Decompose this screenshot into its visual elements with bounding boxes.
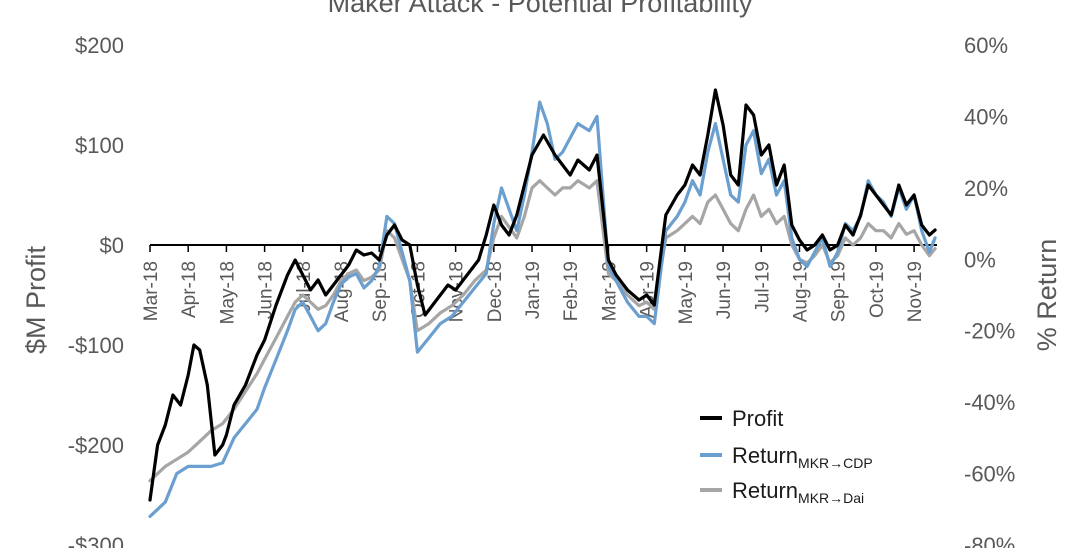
y-left-tick-label: $100 [75, 133, 124, 158]
y-left-tick-label: $200 [75, 33, 124, 58]
x-tick-label: Oct-19 [867, 261, 888, 318]
y-right-tick-label: 60% [964, 33, 1008, 58]
y-right-tick-label: -80% [964, 533, 1015, 548]
x-tick-label: Aug-19 [790, 261, 811, 322]
x-tick-label: Mar-18 [141, 261, 162, 321]
y-axis-left-title: $M Profit [21, 245, 51, 354]
y-left-tick-label: $0 [100, 233, 124, 258]
x-tick-label: Feb-19 [561, 261, 582, 321]
y-right-tick-label: -20% [964, 319, 1015, 344]
y-left-tick-label: -$200 [68, 433, 124, 458]
series-layer [148, 88, 937, 519]
y-right-tick-label: -60% [964, 462, 1015, 487]
legend: Profit ReturnMKR→CDP ReturnMKR→Dai [700, 406, 873, 506]
x-tick-label: Jan-19 [523, 261, 544, 319]
x-tick-label: Jun-18 [256, 261, 277, 319]
x-tick-label: May-18 [217, 261, 238, 324]
x-tick-label: Dec-18 [485, 261, 506, 322]
legend-label-return-mkr-cdp: ReturnMKR→CDP [732, 443, 873, 471]
x-tick-label: Jul-19 [752, 261, 773, 313]
y-right-tick-label: 40% [964, 104, 1008, 129]
x-tick-label: Apr-18 [179, 261, 200, 318]
series-line-return-mkr-dai [148, 179, 937, 483]
chart-title: Maker Attack - Potential Profitability [328, 0, 753, 18]
x-tick-label: May-19 [676, 261, 697, 324]
y-right-tick-label: -40% [964, 390, 1015, 415]
y-left-tick-label: -$300 [68, 533, 124, 548]
x-tick-label: Nov-19 [905, 261, 926, 322]
series-line-return-mkr-cdp [148, 100, 937, 519]
legend-label-return-mkr-dai: ReturnMKR→Dai [732, 478, 864, 506]
legend-label-profit: Profit [732, 406, 783, 431]
x-tick-label: Jun-19 [714, 261, 735, 319]
y-right-tick-label: 0% [964, 247, 996, 272]
series-line-profit [148, 88, 937, 502]
y-right-tick-label: 20% [964, 176, 1008, 201]
x-tick-label: Sep-19 [829, 261, 850, 322]
y-axis-right-title: % Return [1032, 239, 1062, 352]
y-left-tick-label: -$100 [68, 333, 124, 358]
